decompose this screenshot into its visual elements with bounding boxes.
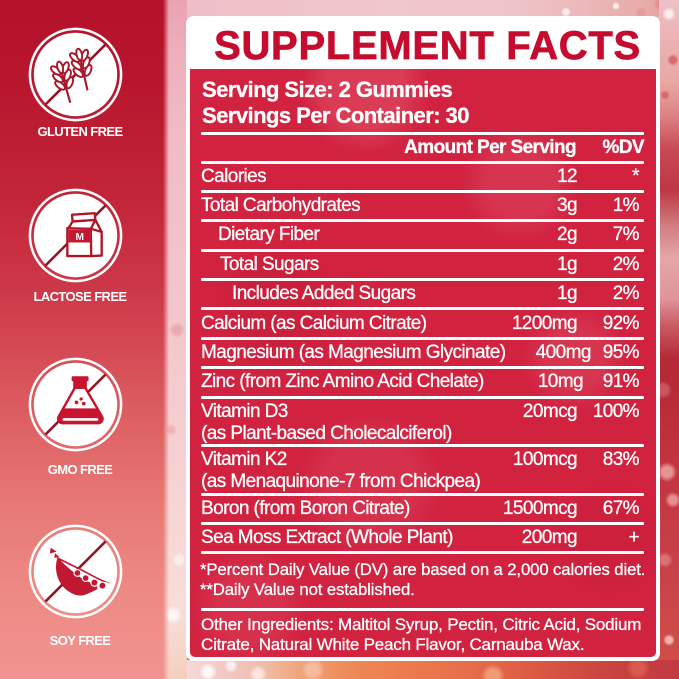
svg-text:M: M <box>75 231 83 242</box>
